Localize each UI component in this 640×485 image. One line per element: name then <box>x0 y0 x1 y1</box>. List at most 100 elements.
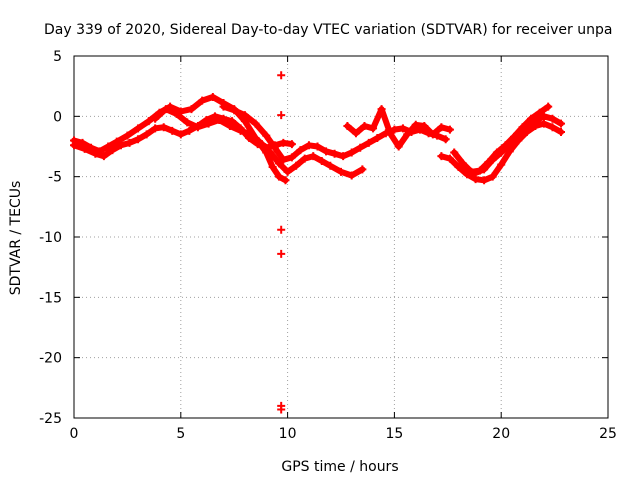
data-point <box>377 105 386 114</box>
data-point <box>497 160 506 169</box>
data-point-outlier <box>277 249 286 258</box>
data-point <box>219 102 228 111</box>
data-point <box>176 130 185 139</box>
data-point <box>394 142 403 151</box>
series-trail <box>152 106 366 179</box>
data-point <box>172 109 181 118</box>
data-point <box>268 163 277 172</box>
data-point <box>104 142 113 151</box>
data-point <box>134 135 143 144</box>
data-point <box>240 111 249 120</box>
data-point <box>544 102 553 111</box>
data-point <box>497 148 506 157</box>
data-point <box>337 167 345 176</box>
y-tick-label: -25 <box>39 411 62 427</box>
data-point <box>539 119 548 128</box>
x-tick-label: 10 <box>279 426 297 442</box>
tick-labels-layer: 0 5 10 15 20 25 -25 -20 -15 -10 -5 0 5 <box>39 49 617 442</box>
x-tick-label: 0 <box>70 426 79 442</box>
data-point <box>454 163 463 172</box>
data-point <box>358 165 367 174</box>
data-point <box>247 130 256 139</box>
data-point <box>300 154 309 163</box>
y-tick-label: -15 <box>39 290 62 306</box>
data-point <box>91 149 100 158</box>
data-point <box>204 119 213 128</box>
data-point <box>123 131 132 140</box>
data-point <box>351 129 360 138</box>
data-point <box>159 123 168 132</box>
x-tick-label: 25 <box>599 426 617 442</box>
data-point <box>420 121 429 130</box>
data-point <box>480 176 489 185</box>
data-point <box>441 135 450 144</box>
data-point <box>142 130 151 139</box>
y-tick-label: 5 <box>53 49 62 65</box>
data-point <box>215 115 224 124</box>
data-point <box>531 117 540 126</box>
data-point <box>183 118 192 127</box>
data-point <box>125 138 134 147</box>
data-point <box>548 114 557 123</box>
data-point-outlier <box>277 111 286 120</box>
data-point <box>450 148 459 157</box>
data-point <box>270 143 279 152</box>
data-point <box>330 149 339 158</box>
data-point <box>505 140 514 149</box>
data-point <box>187 105 196 114</box>
data-point <box>279 155 288 164</box>
data-point <box>548 123 557 132</box>
data-point <box>514 132 523 141</box>
data-point <box>230 106 239 115</box>
data-point <box>437 152 446 161</box>
data-point <box>198 96 207 105</box>
data-point <box>411 120 420 129</box>
y-tick-label: -5 <box>48 170 62 186</box>
x-tick-label: 20 <box>492 426 510 442</box>
data-point <box>403 130 412 139</box>
data-point <box>322 147 331 156</box>
data-point <box>364 138 373 147</box>
data-point <box>144 117 153 126</box>
data-point <box>151 124 160 133</box>
data-point <box>208 93 217 102</box>
data-point <box>281 176 290 185</box>
data-point <box>168 126 177 135</box>
data-point <box>347 148 356 157</box>
data-point <box>369 124 378 133</box>
series-track-e <box>343 105 454 151</box>
data-point <box>488 155 497 164</box>
data-point-outlier <box>277 225 286 234</box>
data-point <box>292 161 301 170</box>
data-point <box>193 123 202 132</box>
data-point-outlier <box>277 71 286 80</box>
y-tick-label: -10 <box>39 230 62 246</box>
data-point <box>463 165 472 174</box>
series-track-c <box>151 105 367 180</box>
data-point <box>360 121 369 130</box>
data-point <box>134 124 143 133</box>
data-point <box>251 119 260 128</box>
x-tick-label: 5 <box>176 426 185 442</box>
data-point <box>356 143 365 152</box>
points-layer <box>70 71 566 414</box>
data-point <box>257 140 266 149</box>
data-point <box>471 169 480 178</box>
data-point <box>236 126 245 135</box>
data-point <box>279 138 288 147</box>
y-axis-label: SDTVAR / TECUs <box>8 181 24 296</box>
data-point <box>557 119 566 128</box>
data-point <box>522 124 531 133</box>
y-tick-label: 0 <box>53 109 62 125</box>
data-point <box>225 121 234 130</box>
chart-title: Day 339 of 2020, Sidereal Day-to-day VTE… <box>44 22 612 38</box>
data-point <box>80 144 89 153</box>
data-point <box>480 165 489 174</box>
data-point-outlier <box>277 405 286 414</box>
y-tick-label: -20 <box>39 351 62 367</box>
data-point <box>317 156 326 165</box>
data-point <box>185 126 194 135</box>
data-point <box>398 124 407 133</box>
